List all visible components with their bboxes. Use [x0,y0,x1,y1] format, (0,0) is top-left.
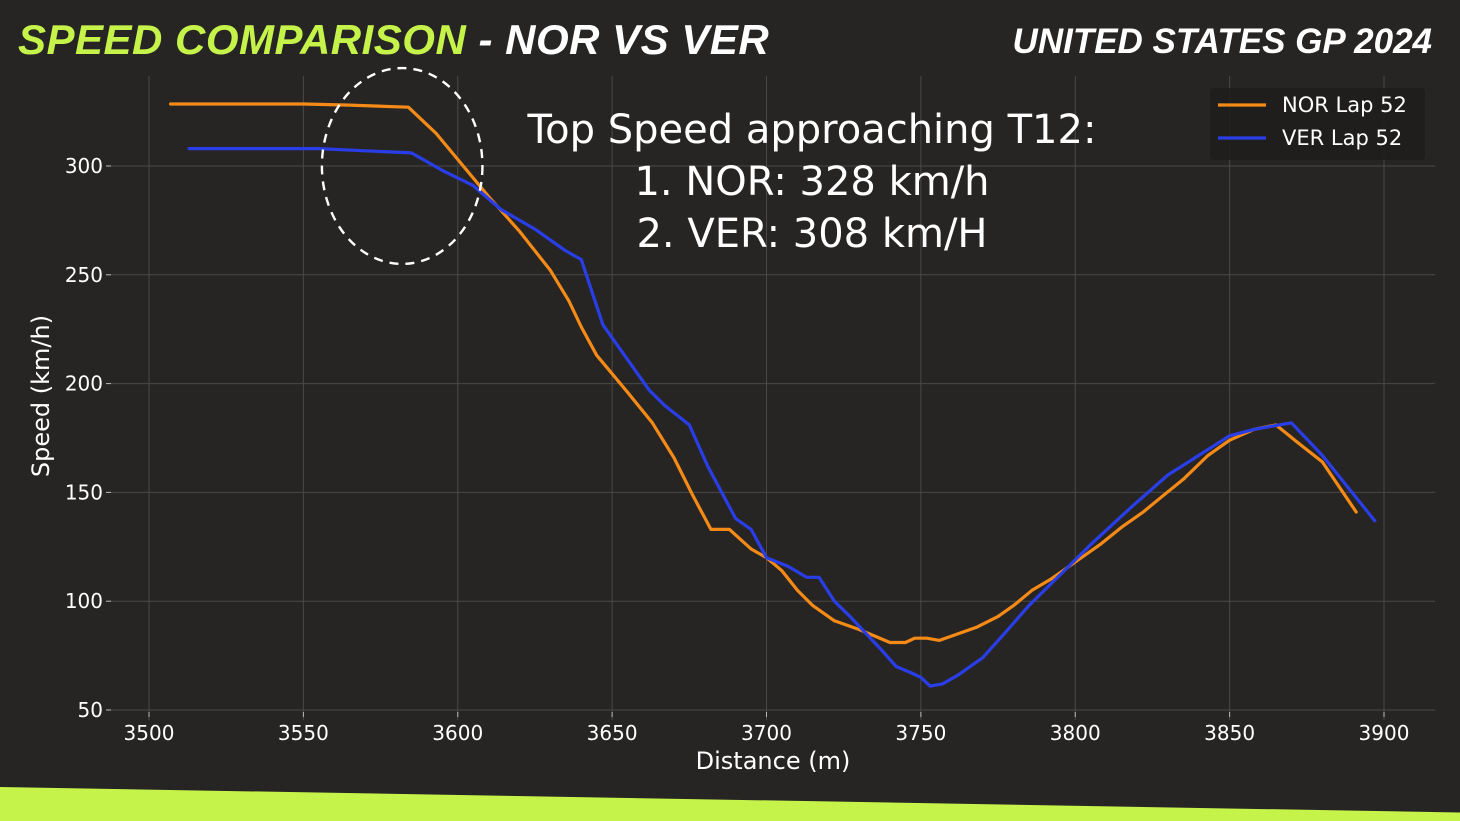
title-accent-text: SPEED COMPARISON [18,16,467,63]
y-tick-label: 100 [65,589,103,613]
event-title: UNITED STATES GP 2024 [1012,22,1432,61]
x-tick-label: 3650 [587,721,638,745]
ver-lap-line [187,147,1377,688]
y-tick-label: 300 [65,154,103,178]
x-tick-label: 3800 [1050,721,1101,745]
x-axis-label: Distance (m) [696,747,851,775]
y-tick-label: 200 [65,372,103,396]
annotation-line: 1. NOR: 328 km/h [634,159,989,205]
legend-ver-label: VER Lap 52 [1282,126,1402,150]
legend-nor-label: NOR Lap 52 [1282,93,1407,117]
y-tick-label: 50 [78,698,103,722]
annotation-line: 2. VER: 308 km/H [636,211,987,257]
x-tick-label: 3550 [278,721,329,745]
top-speed-highlight-circle [320,66,484,266]
title-rest-text: - NOR VS VER [466,16,770,63]
chart-title: SPEED COMPARISON - NOR VS VER [18,16,769,64]
y-tick-label: 150 [65,480,103,504]
x-tick-label: 3900 [1359,721,1410,745]
legend: NOR Lap 52 VER Lap 52 [1210,88,1425,160]
axis-layer: 3500 3550 3600 3650 3700 3750 3800 3850 3900 50 10… [27,154,1409,775]
grid-layer [110,76,1435,720]
x-tick-label: 3700 [741,721,792,745]
y-tick-label: 250 [65,263,103,287]
y-axis-label: Speed (km/h) [27,315,55,477]
annotation-layer: Top Speed approaching T12: 1. NOR: 328 km… [320,66,1097,266]
series-layer [169,102,1377,688]
x-tick-label: 3500 [124,721,175,745]
x-tick-label: 3600 [432,721,483,745]
x-tick-label: 3850 [1204,721,1255,745]
x-tick-label: 3750 [895,721,946,745]
annotation-line: Top Speed approaching T12: [527,107,1097,153]
